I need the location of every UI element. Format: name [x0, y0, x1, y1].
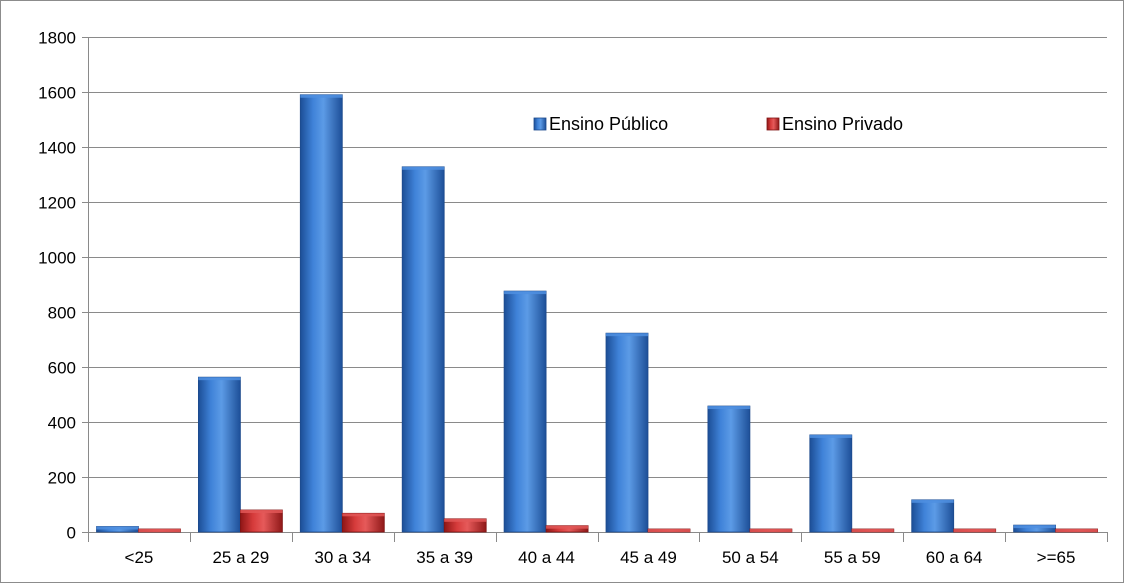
bar-ensino-publico	[503, 290, 547, 533]
bar-top-highlight	[342, 513, 385, 517]
bar-top-highlight	[300, 94, 343, 98]
bar-top-highlight	[504, 291, 547, 295]
bar-top-highlight	[953, 529, 996, 532]
y-tick-label: 1200	[38, 194, 76, 213]
bar-ensino-publico	[911, 499, 955, 533]
bar-top-highlight	[606, 333, 648, 337]
bar-ensino-privado	[239, 509, 283, 533]
bar-top-highlight	[198, 377, 241, 381]
y-tick-label: 0	[67, 524, 76, 543]
bar-ensino-publico	[809, 434, 853, 533]
legend: Ensino Público Ensino Privado	[533, 114, 903, 134]
x-tick-label: 30 a 34	[314, 548, 371, 567]
bar-ensino-publico	[299, 94, 343, 533]
y-tick-label: 400	[48, 414, 76, 433]
bar-top-highlight	[546, 525, 589, 529]
x-tick-label: 55 a 59	[824, 548, 881, 567]
x-tick-label: <25	[125, 548, 154, 567]
bar-top-highlight	[1013, 525, 1056, 529]
x-tick-label: 35 a 39	[416, 548, 473, 567]
bar-top-highlight	[138, 529, 181, 532]
bar-top-highlight	[851, 529, 894, 532]
bar-top-highlight	[240, 510, 283, 513]
y-tick-label: 1400	[38, 139, 76, 158]
axes	[82, 37, 1108, 542]
y-tick-label: 1000	[38, 249, 76, 268]
y-tick-label: 1600	[38, 84, 76, 103]
bar-top-highlight	[402, 166, 445, 170]
gridlines	[88, 37, 1107, 478]
tick-labels: 0 200 400 600 800 1000 1200 1400 1600 1800 <25 25 a…	[38, 29, 1075, 568]
bar-ensino-publico	[401, 166, 445, 533]
bar-top-highlight	[749, 529, 792, 532]
y-tick-label: 1800	[38, 29, 76, 48]
y-tick-label: 200	[48, 469, 76, 488]
bar-top-highlight	[1055, 529, 1098, 532]
bar-top-highlight	[911, 499, 954, 503]
y-tick-label: 600	[48, 359, 76, 378]
x-tick-label: 25 a 29	[212, 548, 269, 567]
bar-top-highlight	[648, 529, 690, 532]
legend-label-ensino-publico: Ensino Público	[549, 114, 668, 134]
x-tick-label: 50 a 54	[722, 548, 779, 567]
x-tick-label: 40 a 44	[518, 548, 575, 567]
bar-ensino-publico	[707, 405, 751, 533]
legend-swatch-ensino-publico	[533, 117, 547, 131]
y-tick-label: 800	[48, 304, 76, 323]
bar-ensino-publico	[605, 332, 649, 533]
x-tick-label: 45 a 49	[620, 548, 677, 567]
bar-top-highlight	[96, 526, 139, 530]
bar-top-highlight	[707, 406, 750, 410]
x-tick-label: >=65	[1037, 548, 1076, 567]
bar-ensino-publico	[197, 376, 241, 533]
bars	[96, 94, 1098, 533]
legend-label-ensino-privado: Ensino Privado	[782, 114, 903, 134]
bar-top-highlight	[444, 518, 487, 522]
x-tick-label: 60 a 64	[926, 548, 983, 567]
legend-swatch-ensino-privado	[766, 117, 780, 131]
bar-top-highlight	[809, 434, 852, 438]
